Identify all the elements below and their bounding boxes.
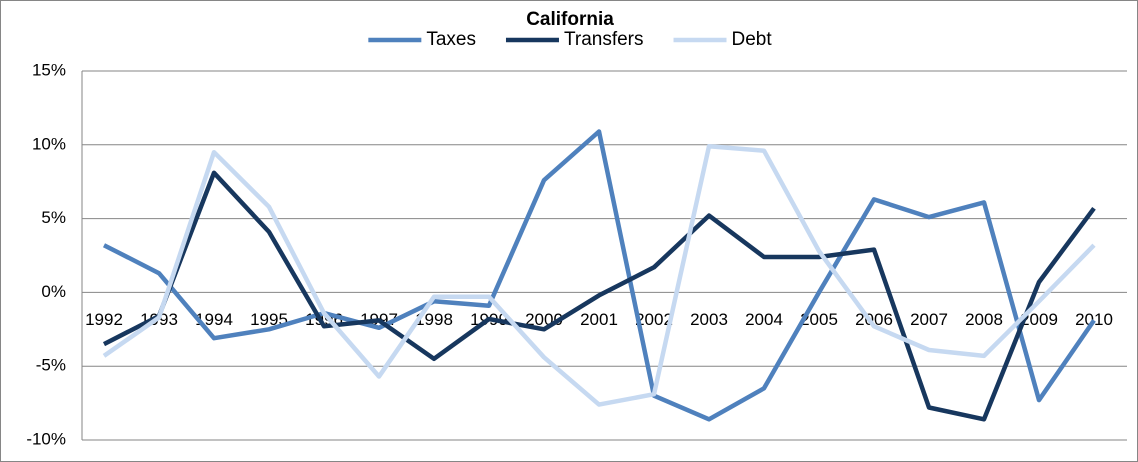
x-tick-label: 1998 bbox=[415, 310, 453, 329]
y-tick-label: -10% bbox=[26, 429, 66, 448]
x-tick-label: 1992 bbox=[85, 310, 123, 329]
x-tick-label: 2005 bbox=[800, 310, 838, 329]
series-line bbox=[102, 170, 1096, 422]
legend-label: Taxes bbox=[426, 29, 476, 50]
x-tick-label: 2008 bbox=[965, 310, 1003, 329]
x-tick-label: 2003 bbox=[690, 310, 728, 329]
x-tick-label: 2010 bbox=[1075, 310, 1113, 329]
y-tick-label: 15% bbox=[32, 60, 66, 79]
x-tick-label: 2009 bbox=[1020, 310, 1058, 329]
series-line bbox=[102, 129, 1096, 422]
x-tick-label: 2007 bbox=[910, 310, 948, 329]
y-tick-label: 0% bbox=[41, 282, 66, 301]
y-tick-label: 10% bbox=[32, 134, 66, 153]
x-tick-label: 2004 bbox=[745, 310, 783, 329]
legend-label: Debt bbox=[732, 29, 773, 50]
x-tick-label: 2002 bbox=[635, 310, 673, 329]
x-tick-label: 2001 bbox=[580, 310, 618, 329]
y-tick-label: 5% bbox=[41, 208, 66, 227]
y-tick-label: -5% bbox=[36, 356, 66, 375]
series-line bbox=[102, 144, 1096, 407]
x-tick-label: 1995 bbox=[250, 310, 288, 329]
legend-label: Transfers bbox=[564, 29, 644, 50]
chart-title: California bbox=[526, 9, 614, 30]
